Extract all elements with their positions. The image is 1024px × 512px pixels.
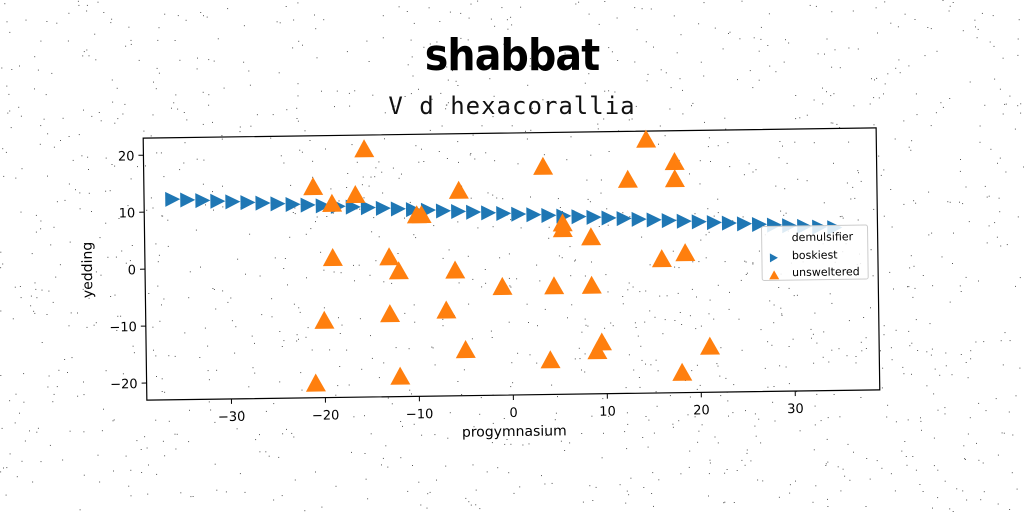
boskiest-point [451, 204, 467, 220]
unsweltered-point [617, 169, 638, 188]
boskiest-point [375, 200, 391, 216]
unsweltered-point [314, 310, 335, 329]
y-tick-label: 20 [118, 149, 135, 164]
unsweltered-point [581, 227, 602, 246]
unsweltered-point [552, 219, 573, 238]
y-tick-label: 10 [119, 206, 136, 221]
x-axis-ticks: −30 −20 −10 0 10 20 30 [218, 391, 804, 425]
unsweltered-point [445, 260, 466, 279]
legend-marker-boskiest [769, 253, 778, 263]
boskiest-point [195, 193, 211, 209]
boskiest-point [646, 212, 662, 228]
unsweltered-point [492, 276, 513, 296]
unsweltered-point [379, 247, 400, 266]
data-marks [165, 129, 843, 392]
x-axis-label: progymnasium [462, 423, 567, 440]
legend-box [761, 224, 869, 281]
boskiest-point [270, 196, 286, 212]
unsweltered-point [544, 276, 565, 295]
boskiest-point [300, 197, 316, 213]
boskiest-point [180, 192, 196, 208]
boskiest-point [285, 196, 301, 212]
x-tick-label: −10 [406, 407, 434, 422]
unsweltered-point [675, 243, 696, 262]
boskiest-point [616, 211, 632, 227]
unsweltered-point [592, 332, 613, 351]
boskiest-point [541, 207, 557, 223]
unsweltered-point [345, 184, 366, 204]
unsweltered-point [380, 304, 401, 323]
x-tick-label: −30 [218, 410, 246, 425]
boskiest-point [225, 194, 241, 210]
unsweltered-point [390, 366, 411, 385]
boskiest-point [571, 209, 587, 225]
boskiest-point [721, 215, 737, 231]
boskiest-point [661, 213, 677, 229]
boskiest-point [631, 211, 647, 227]
unsweltered-point [664, 152, 685, 171]
boskiest-point [466, 204, 482, 220]
legend-label-unsweltered: unsweltered [792, 265, 860, 279]
boskiest-point [405, 202, 422, 218]
boskiest-point [435, 203, 452, 219]
y-tick-label: −10 [109, 320, 137, 335]
unsweltered-point [305, 373, 326, 392]
x-tick-label: 10 [599, 405, 616, 420]
boskiest-point [676, 213, 692, 229]
chart-title: V d hexacorallia [388, 92, 636, 120]
unsweltered-point [581, 275, 602, 294]
y-axis-ticks: −20 −10 0 10 20 [109, 149, 147, 393]
unsweltered-point [700, 336, 721, 355]
boskiest-point [481, 205, 497, 221]
x-tick-label: 0 [509, 406, 517, 421]
legend: demulsifier boskiest unsweltered [761, 224, 869, 281]
boskiest-point [240, 195, 256, 211]
unsweltered-point [664, 169, 685, 188]
unsweltered-point [448, 180, 469, 199]
unsweltered-point [322, 248, 343, 267]
y-tick-label: −20 [110, 377, 138, 392]
boskiest-point [691, 214, 707, 230]
boskiest-point [706, 215, 722, 231]
boskiest-point [255, 195, 271, 211]
boskiest-point [315, 198, 331, 214]
unsweltered-point [455, 340, 476, 359]
boskiest-point [360, 200, 376, 216]
legend-label-boskiest: boskiest [792, 248, 839, 262]
boskiest-point [511, 206, 527, 222]
unsweltered-point [436, 300, 457, 319]
unsweltered-point [388, 261, 409, 280]
boskiest-point [345, 199, 361, 215]
unsweltered-point [533, 156, 554, 175]
boskiest-point [526, 207, 542, 223]
boskiest-point [390, 201, 406, 217]
y-tick-label: 0 [128, 263, 136, 278]
boskiest-point [210, 193, 226, 209]
boskiest-point [586, 209, 602, 225]
legend-marker-unsweltered [769, 270, 780, 280]
x-tick-label: 20 [693, 403, 710, 418]
unsweltered-point [672, 362, 693, 381]
unsweltered-point [540, 350, 561, 369]
legend-label-demulsifier: demulsifier [792, 230, 854, 244]
boskiest-point [496, 206, 512, 222]
unsweltered-point [636, 129, 657, 148]
boskiest-point [736, 216, 753, 232]
boskiest-point [751, 216, 768, 232]
boskiest-point [165, 191, 181, 207]
plot-group: −30 −20 −10 0 10 20 30 −20 −10 0 10 20 progymnasiu… [80, 127, 881, 441]
x-tick-label: 30 [787, 402, 804, 417]
figure-suptitle: shabbat [424, 30, 600, 81]
unsweltered-point [322, 193, 343, 212]
unsweltered-point [406, 205, 427, 224]
unsweltered-point [354, 139, 375, 158]
unsweltered-point [303, 177, 324, 196]
boskiest-point [601, 210, 617, 226]
x-tick-label: −20 [312, 408, 340, 423]
y-axis-label: yedding [80, 242, 97, 299]
unsweltered-point [651, 249, 672, 268]
